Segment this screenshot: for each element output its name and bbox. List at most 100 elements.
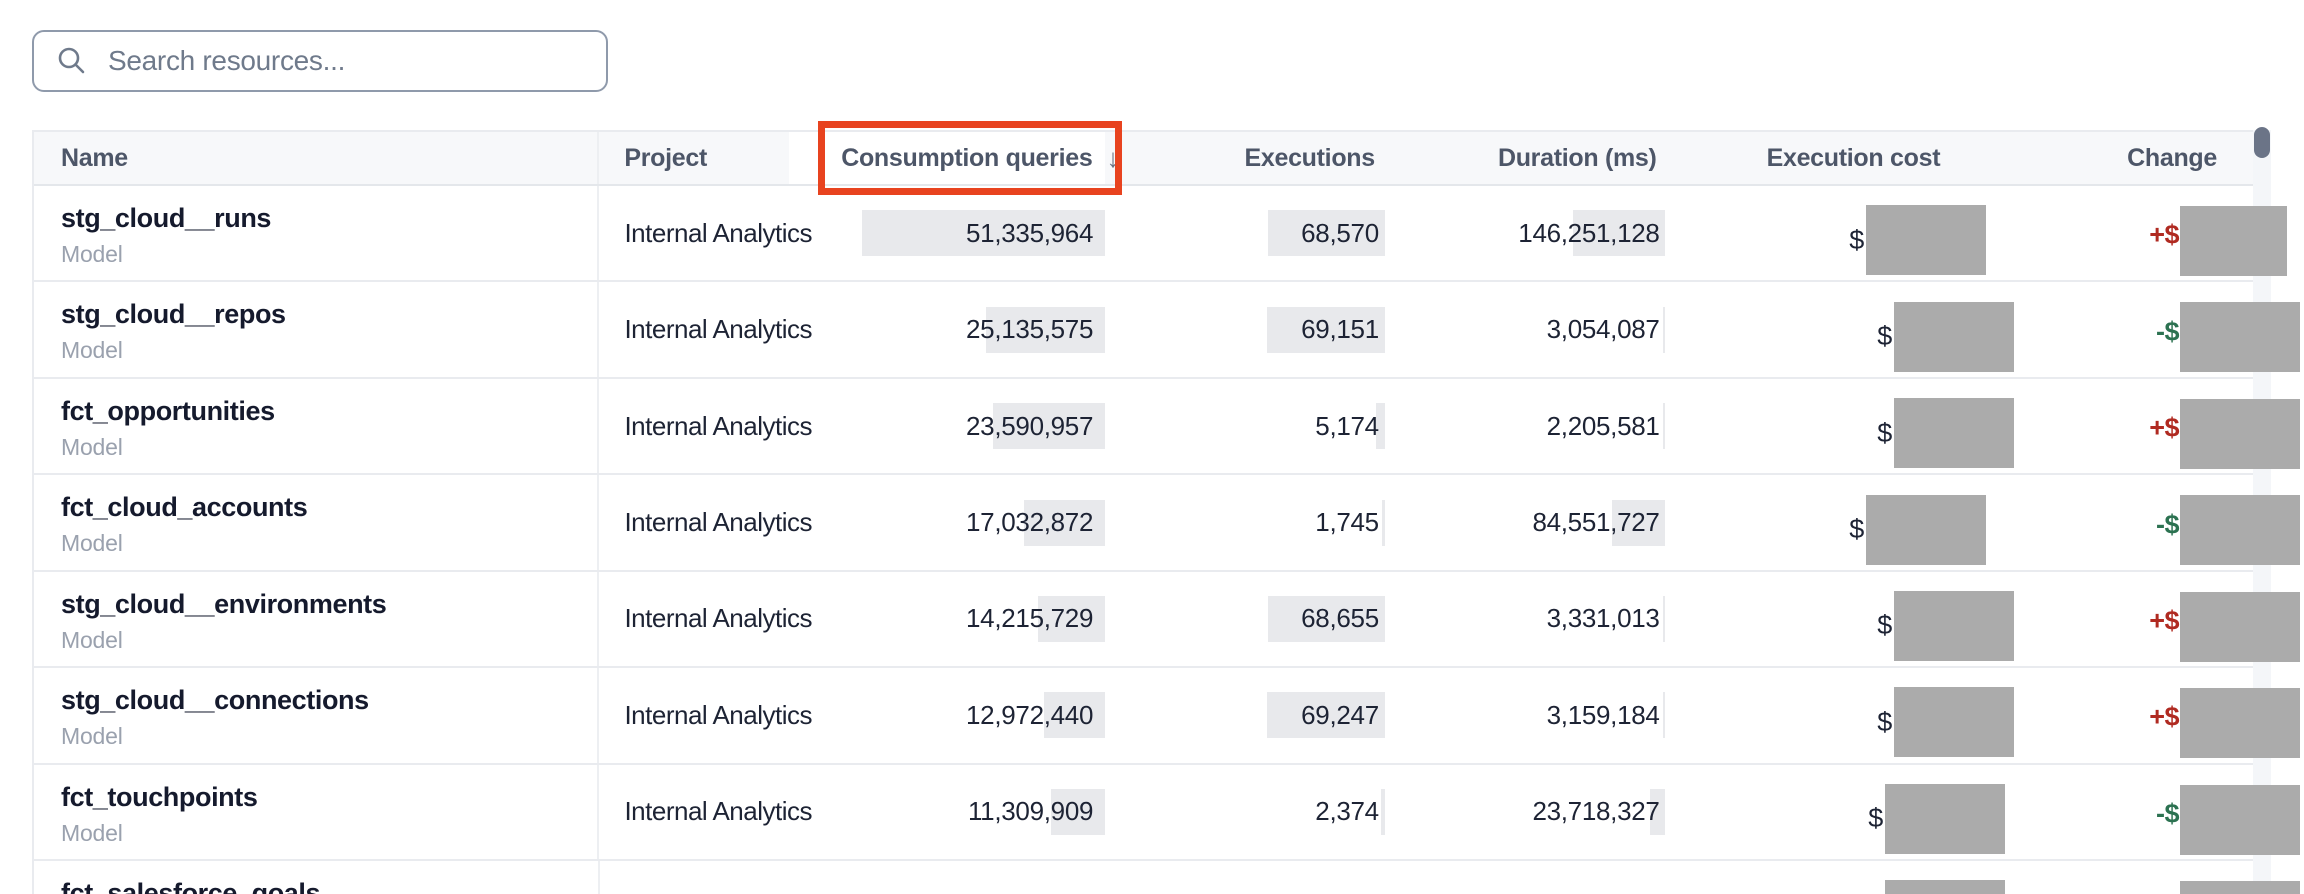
duration-cell: 146,251,128	[1379, 210, 1665, 257]
cost-redaction-box	[1894, 301, 2015, 372]
scrollbar-thumb[interactable]	[2254, 127, 2270, 158]
executions-cell: 5,174	[1105, 403, 1385, 450]
cost-currency-symbol: $	[1849, 514, 1865, 545]
project-cell: Internal Analytics	[624, 410, 813, 441]
executions-value: 2,374	[1315, 796, 1379, 827]
resource-type: Model	[61, 433, 123, 460]
change-cell: -$	[2014, 282, 2301, 376]
table-row[interactable]: stg_cloud__environments Model Internal A…	[34, 571, 2301, 669]
execution-cost-cell	[1660, 861, 2015, 894]
change-redaction-box	[2180, 495, 2301, 566]
consumption-queries-cell: 17,032,872	[789, 499, 1106, 546]
consumption-queries-cell: 23,590,957	[789, 403, 1106, 450]
consumption-queries-value: 25,135,575	[966, 314, 1094, 345]
executions-cell: 1,745	[1105, 499, 1385, 546]
execution-cost-cell: $	[1660, 765, 2015, 859]
table-row[interactable]: fct_opportunities Model Internal Analyti…	[34, 378, 2301, 476]
column-header-duration[interactable]: Duration (ms)	[1497, 143, 1657, 172]
name-cell[interactable]: stg_cloud__connections Model	[34, 668, 600, 763]
change-sign-prefix: +$	[2149, 219, 2179, 250]
column-header-project[interactable]: Project	[624, 143, 708, 172]
resource-name[interactable]: stg_cloud__runs	[61, 203, 272, 233]
execution-cost-cell: $	[1660, 572, 2015, 666]
project-cell: Internal Analytics	[624, 796, 813, 827]
search-input[interactable]	[86, 45, 588, 77]
cost-redaction-box	[1866, 205, 1987, 276]
change-cell: -$	[2014, 765, 2301, 859]
project-cell: Internal Analytics	[624, 699, 813, 730]
project-cell: Internal Analytics	[624, 314, 813, 345]
value-highlight-bar	[1051, 788, 1106, 835]
sort-descending-icon: ↓	[1106, 142, 1120, 173]
duration-value: 3,159,184	[1546, 699, 1660, 730]
name-cell[interactable]: stg_cloud__environments Model	[34, 571, 600, 667]
value-highlight-bar	[1662, 692, 1665, 739]
search-box[interactable]	[32, 30, 608, 92]
change-redaction-box	[2180, 206, 2288, 276]
table-row[interactable]: fct_salesforce_goals	[34, 861, 2301, 894]
table-row[interactable]: stg_cloud__repos Model Internal Analytic…	[34, 282, 2301, 379]
cost-currency-symbol: $	[1877, 706, 1893, 737]
resource-type: Model	[61, 241, 123, 267]
cost-redaction-box	[1894, 398, 2015, 469]
execution-cost-cell: $	[1660, 668, 2015, 762]
cost-redaction-box	[1885, 783, 2006, 854]
cost-currency-symbol: $	[1868, 803, 1884, 834]
value-highlight-bar	[1662, 403, 1665, 450]
name-cell[interactable]: fct_opportunities Model	[34, 378, 600, 474]
resource-name[interactable]: fct_opportunities	[61, 395, 275, 426]
change-redaction-box	[2180, 398, 2301, 469]
value-highlight-bar	[1381, 499, 1385, 546]
name-cell[interactable]: fct_salesforce_goals	[34, 861, 600, 894]
search-icon	[58, 47, 85, 74]
resource-name[interactable]: fct_salesforce_goals	[61, 878, 321, 894]
cost-redaction-box	[1885, 880, 2006, 894]
resource-name[interactable]: stg_cloud__connections	[61, 685, 369, 716]
value-highlight-bar	[1044, 692, 1106, 739]
change-redaction-box	[2180, 302, 2301, 373]
value-highlight-bar	[1375, 403, 1385, 450]
consumption-queries-cell: 11,309,909	[789, 788, 1106, 835]
table-row[interactable]: stg_cloud__runs Model Internal Analytics…	[34, 186, 2288, 283]
execution-cost-cell: $	[1660, 379, 2015, 473]
resource-name[interactable]: stg_cloud__environments	[61, 588, 387, 619]
duration-cell: 3,331,013	[1379, 595, 1665, 642]
duration-cell: 3,159,184	[1379, 692, 1665, 739]
change-cell	[2014, 861, 2301, 894]
column-header-consumption-queries[interactable]: Consumption queries ↓	[789, 132, 1119, 184]
column-header-name[interactable]: Name	[34, 132, 600, 184]
resource-name[interactable]: fct_touchpoints	[61, 781, 258, 812]
name-cell[interactable]: fct_cloud_accounts Model	[34, 475, 600, 570]
table-row[interactable]: stg_cloud__connections Model Internal An…	[34, 668, 2301, 765]
change-cell: +$	[2014, 572, 2301, 666]
resource-name[interactable]: fct_cloud_accounts	[61, 492, 308, 523]
consumption-queries-value: 12,972,440	[966, 699, 1094, 730]
executions-cell: 69,247	[1105, 692, 1385, 739]
value-highlight-bar	[1649, 788, 1665, 835]
column-header-execution-cost[interactable]: Execution cost	[1766, 143, 1941, 172]
value-highlight-bar	[1024, 499, 1106, 546]
resource-type: Model	[61, 337, 123, 364]
resource-type: Model	[61, 530, 123, 557]
name-cell[interactable]: stg_cloud__runs Model	[34, 186, 600, 281]
table-row[interactable]: fct_cloud_accounts Model Internal Analyt…	[34, 475, 2301, 572]
column-header-executions[interactable]: Executions	[1244, 143, 1376, 172]
execution-cost-cell: $	[1660, 475, 2015, 569]
consumption-queries-value: 14,215,729	[966, 603, 1094, 634]
change-sign-prefix: -$	[2155, 316, 2180, 347]
table-row[interactable]: fct_touchpoints Model Internal Analytics…	[34, 764, 2301, 862]
resources-table: Name Project Consumption queries ↓ Execu…	[32, 130, 2301, 894]
column-header-change[interactable]: Change	[2127, 143, 2217, 172]
consumption-queries-cell: 51,335,964	[789, 210, 1106, 257]
change-redaction-box	[2180, 688, 2301, 759]
cost-currency-symbol: $	[1849, 224, 1865, 255]
executions-value: 68,655	[1301, 603, 1379, 634]
name-cell[interactable]: fct_touchpoints Model	[34, 764, 600, 860]
name-cell[interactable]: stg_cloud__repos Model	[34, 282, 600, 377]
value-highlight-bar	[1572, 210, 1665, 257]
execution-cost-cell: $	[1660, 186, 2015, 280]
resource-name[interactable]: stg_cloud__repos	[61, 299, 286, 330]
consumption-queries-value: 17,032,872	[966, 507, 1094, 538]
cost-redaction-box	[1866, 494, 1987, 565]
